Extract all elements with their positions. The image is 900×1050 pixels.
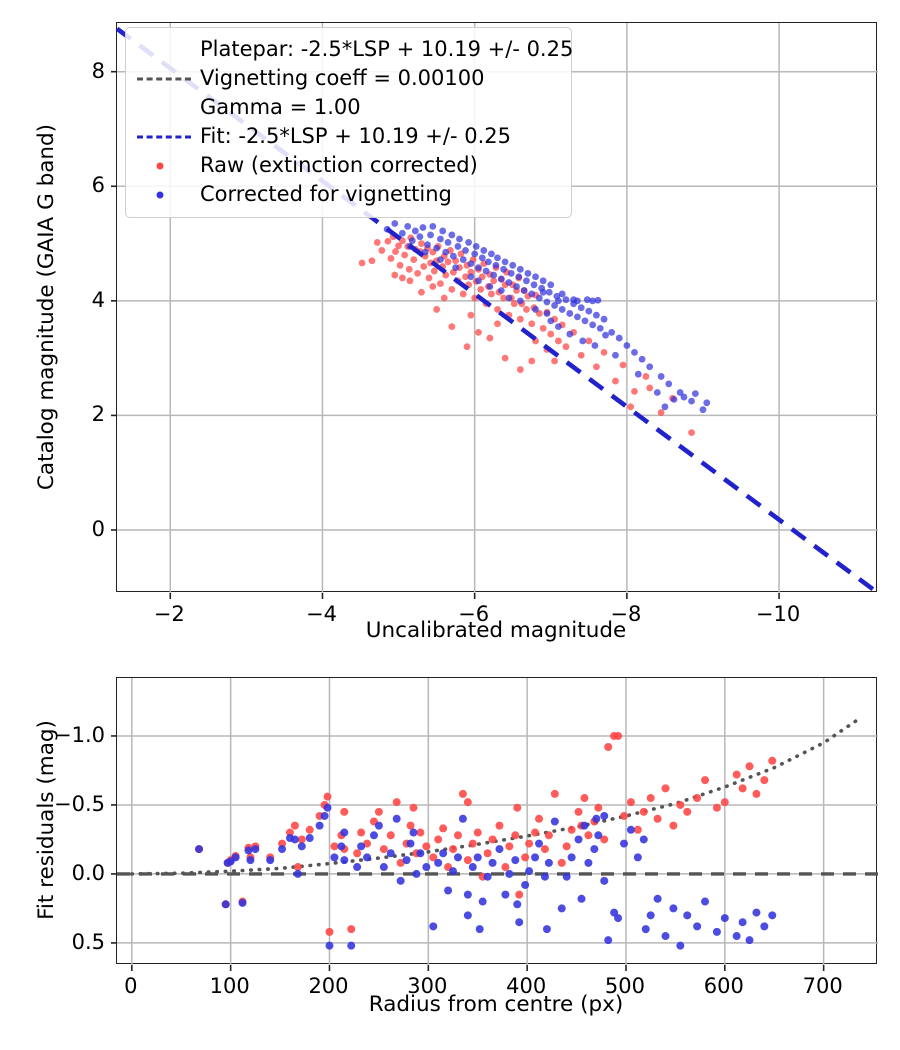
y-tick-label: 0.0 — [71, 860, 105, 885]
y-tick-label: 4 — [91, 287, 105, 312]
fit-residuals-plot — [111, 677, 878, 971]
x-tick-label: 500 — [604, 974, 646, 998]
x-tick-label: 100 — [209, 974, 250, 998]
legend-label: Corrected for vignetting — [200, 182, 452, 206]
x-tick-label: −6 — [458, 602, 490, 626]
legend-blue-dot-icon — [137, 184, 191, 206]
x-tick-label: 200 — [308, 974, 349, 998]
magnitude-plot-xlabel: Uncalibrated magnitude — [365, 618, 627, 643]
y-tick-label: 2 — [91, 402, 105, 427]
legend-entry: Raw (extinction corrected) — [137, 151, 560, 180]
legend-label: Platepar: -2.5*LSP + 10.19 +/- 0.25 — [200, 37, 574, 61]
residuals-plot-ylabel: Fit residuals (mag) — [34, 720, 59, 920]
magnitude-plot-ylabel: Catalog magnitude (GAIA G band) — [34, 123, 59, 491]
legend-entry: Corrected for vignetting — [137, 180, 560, 209]
legend-empty-key — [137, 39, 191, 61]
y-tick-label: −1.0 — [54, 722, 105, 747]
legend-entry: Platepar: -2.5*LSP + 10.19 +/- 0.25 — [137, 35, 573, 64]
legend-entry: Gamma = 1.00 — [137, 93, 560, 122]
vignetting-curve — [130, 717, 861, 876]
magnitude-plot-legend: Platepar: -2.5*LSP + 10.19 +/- 0.25 Vigne… — [125, 27, 573, 218]
y-tick-label: 6 — [91, 173, 105, 198]
y-tick-label: 0 — [91, 516, 105, 541]
x-tick-label: 400 — [506, 974, 547, 998]
scatter-series-corrected — [383, 220, 711, 414]
x-tick-label: −10 — [755, 602, 801, 626]
legend-label: Raw (extinction corrected) — [200, 153, 478, 177]
legend-entry: Fit: -2.5*LSP + 10.19 +/- 0.25 — [137, 122, 560, 151]
fit-residuals-canvas — [111, 678, 878, 971]
x-tick-label: −4 — [305, 602, 337, 626]
x-tick-label: 0 — [124, 974, 138, 998]
legend-empty-key — [137, 97, 191, 119]
y-tick-label: 8 — [91, 58, 105, 83]
fit-line — [115, 26, 880, 595]
gridlines — [117, 678, 878, 965]
residuals-plot-xlabel: Radius from centre (px) — [368, 992, 624, 1017]
scatter-series-corrected — [195, 803, 777, 950]
legend-entry: Vignetting coeff = 0.00100 — [137, 64, 560, 93]
x-tick-label: 700 — [802, 974, 843, 998]
legend-red-dot-icon — [137, 155, 191, 177]
legend-label: Vignetting coeff = 0.00100 — [200, 66, 485, 90]
x-tick-label: 300 — [407, 974, 448, 998]
y-tick-label: −0.5 — [54, 791, 105, 816]
x-tick-label: −8 — [610, 602, 642, 626]
y-tick-label: 0.5 — [71, 929, 105, 954]
x-tick-label: 600 — [703, 974, 744, 998]
legend-label: Gamma = 1.00 — [200, 95, 361, 119]
legend-dashed-gray-line-icon — [137, 68, 191, 90]
legend-dashed-blue-line-icon — [137, 126, 191, 148]
legend-label: Fit: -2.5*LSP + 10.19 +/- 0.25 — [200, 124, 511, 148]
x-tick-label: −2 — [153, 602, 185, 626]
scatter-series-raw — [195, 731, 777, 936]
